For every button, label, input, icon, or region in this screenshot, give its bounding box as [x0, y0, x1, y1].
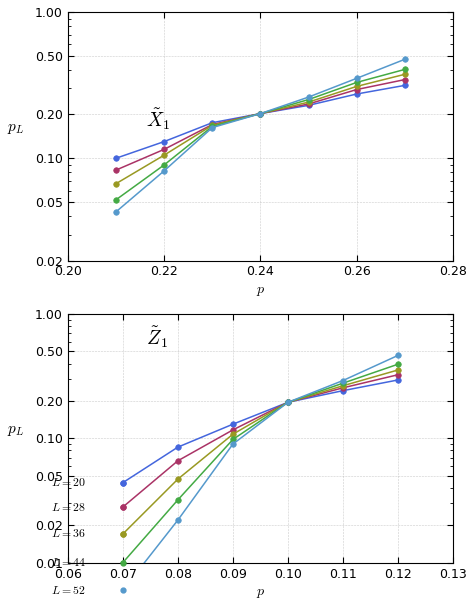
Text: $L = 28$: $L = 28$	[51, 501, 85, 514]
Text: $L = 52$: $L = 52$	[51, 584, 85, 597]
X-axis label: $p$: $p$	[256, 284, 265, 298]
Y-axis label: $p_L$: $p_L$	[7, 121, 24, 136]
Text: $L = 36$: $L = 36$	[51, 527, 85, 540]
Text: $L = 20$: $L = 20$	[51, 476, 85, 489]
Y-axis label: $p_L$: $p_L$	[7, 423, 24, 438]
Text: $L = 44$: $L = 44$	[51, 556, 85, 569]
X-axis label: $p$: $p$	[256, 586, 265, 600]
Text: $\tilde{Z}_1$: $\tilde{Z}_1$	[146, 324, 168, 350]
Text: $\tilde{X}_1$: $\tilde{X}_1$	[146, 106, 171, 132]
